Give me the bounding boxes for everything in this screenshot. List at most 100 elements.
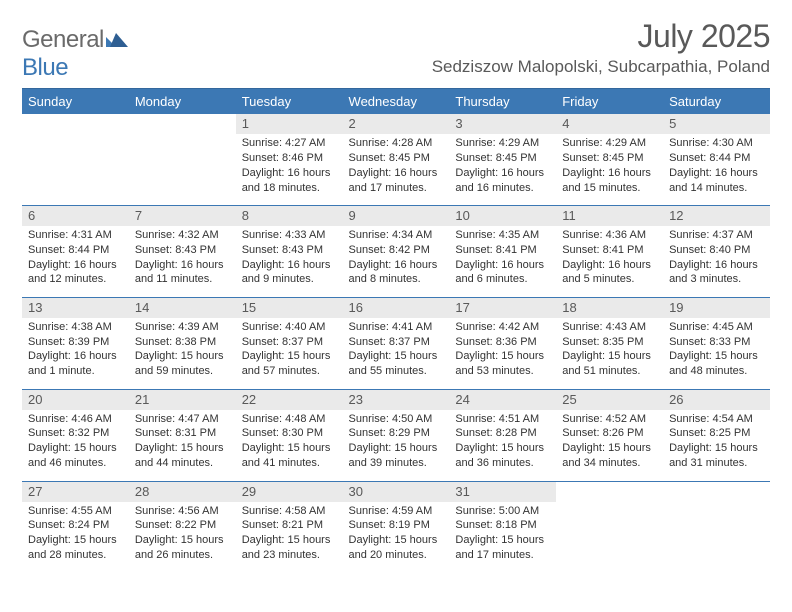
sunrise-line: Sunrise: 4:47 AM [135,412,230,427]
sunset-line: Sunset: 8:21 PM [242,518,337,533]
sunset-line: Sunset: 8:42 PM [349,243,444,258]
day-number-cell: 26 [663,390,770,410]
header: General Blue July 2025 Sedziszow Malopol… [22,18,770,82]
sunset-line: Sunset: 8:43 PM [242,243,337,258]
sunset-line: Sunset: 8:24 PM [28,518,123,533]
sunset-line: Sunset: 8:26 PM [562,426,657,441]
sunrise-line: Sunrise: 4:35 AM [455,228,550,243]
sunset-line: Sunset: 8:45 PM [349,151,444,166]
day-detail-cell: Sunrise: 4:54 AMSunset: 8:25 PMDaylight:… [663,410,770,482]
daylight-line: Daylight: 15 hours and 41 minutes. [242,441,337,471]
sunrise-line: Sunrise: 4:34 AM [349,228,444,243]
day-number-cell: 30 [343,482,450,502]
sunrise-line: Sunrise: 4:42 AM [455,320,550,335]
day-number-cell: 20 [22,390,129,410]
daylight-line: Daylight: 15 hours and 28 minutes. [28,533,123,563]
day-number-cell: 7 [129,206,236,226]
sunrise-line: Sunrise: 4:48 AM [242,412,337,427]
day-number-cell: 19 [663,298,770,318]
day-detail-cell [129,134,236,206]
day-number-cell: 29 [236,482,343,502]
day-detail-cell: Sunrise: 4:33 AMSunset: 8:43 PMDaylight:… [236,226,343,298]
logo-text: General Blue [22,26,128,82]
day-detail-cell: Sunrise: 4:50 AMSunset: 8:29 PMDaylight:… [343,410,450,482]
sunset-line: Sunset: 8:30 PM [242,426,337,441]
daylight-line: Daylight: 15 hours and 34 minutes. [562,441,657,471]
sunrise-line: Sunrise: 4:29 AM [455,136,550,151]
day-detail-cell: Sunrise: 4:37 AMSunset: 8:40 PMDaylight:… [663,226,770,298]
sunrise-line: Sunrise: 4:41 AM [349,320,444,335]
daylight-line: Daylight: 15 hours and 48 minutes. [669,349,764,379]
day-detail-cell: Sunrise: 4:36 AMSunset: 8:41 PMDaylight:… [556,226,663,298]
sunrise-line: Sunrise: 4:31 AM [28,228,123,243]
daynum-row: 12345 [22,114,770,134]
daylight-line: Daylight: 15 hours and 55 minutes. [349,349,444,379]
day-number-cell: 12 [663,206,770,226]
day-header: Monday [129,89,236,115]
day-number-cell: 15 [236,298,343,318]
daynum-row: 6789101112 [22,206,770,226]
sunset-line: Sunset: 8:18 PM [455,518,550,533]
day-number-cell: 11 [556,206,663,226]
day-detail-cell: Sunrise: 4:52 AMSunset: 8:26 PMDaylight:… [556,410,663,482]
detail-row: Sunrise: 4:27 AMSunset: 8:46 PMDaylight:… [22,134,770,206]
day-header: Wednesday [343,89,450,115]
day-number-cell: 2 [343,114,450,134]
sunset-line: Sunset: 8:43 PM [135,243,230,258]
daylight-line: Daylight: 16 hours and 5 minutes. [562,258,657,288]
daylight-line: Daylight: 15 hours and 46 minutes. [28,441,123,471]
day-detail-cell: Sunrise: 4:47 AMSunset: 8:31 PMDaylight:… [129,410,236,482]
day-detail-cell [22,134,129,206]
day-number-cell: 16 [343,298,450,318]
daylight-line: Daylight: 16 hours and 16 minutes. [455,166,550,196]
sunset-line: Sunset: 8:40 PM [669,243,764,258]
day-detail-cell: Sunrise: 4:56 AMSunset: 8:22 PMDaylight:… [129,502,236,573]
sunset-line: Sunset: 8:19 PM [349,518,444,533]
day-number-cell: 1 [236,114,343,134]
sunset-line: Sunset: 8:44 PM [669,151,764,166]
sunrise-line: Sunrise: 4:28 AM [349,136,444,151]
sunrise-line: Sunrise: 4:51 AM [455,412,550,427]
detail-row: Sunrise: 4:31 AMSunset: 8:44 PM Daylight:… [22,226,770,298]
sunset-line: Sunset: 8:38 PM [135,335,230,350]
day-number-cell: 28 [129,482,236,502]
day-detail-cell: Sunrise: 4:27 AMSunset: 8:46 PMDaylight:… [236,134,343,206]
day-header: Friday [556,89,663,115]
day-detail-cell: Sunrise: 4:39 AMSunset: 8:38 PMDaylight:… [129,318,236,390]
sunrise-line: Sunrise: 4:36 AM [562,228,657,243]
day-detail-cell: Sunrise: 4:48 AMSunset: 8:30 PMDaylight:… [236,410,343,482]
daylight-line: Daylight: 16 hours and 11 minutes. [135,258,230,288]
day-number-cell: 27 [22,482,129,502]
day-number-cell: 18 [556,298,663,318]
day-detail-cell: Sunrise: 4:35 AMSunset: 8:41 PMDaylight:… [449,226,556,298]
sunset-line: Sunset: 8:44 PM [28,243,123,258]
day-number-cell: 17 [449,298,556,318]
logo: General Blue [22,18,128,82]
day-detail-cell: Sunrise: 4:31 AMSunset: 8:44 PMDaylight:… [22,226,129,298]
daylight-line: Daylight: 15 hours and 57 minutes. [242,349,337,379]
month-title: July 2025 [432,18,770,55]
day-detail-cell: Sunrise: 4:40 AMSunset: 8:37 PMDaylight:… [236,318,343,390]
sunrise-line: Sunrise: 4:33 AM [242,228,337,243]
daylight-line: Daylight: 16 hours and 1 minute. [28,349,123,379]
daylight-line: Daylight: 16 hours and 18 minutes. [242,166,337,196]
daylight-line: Daylight: 15 hours and 59 minutes. [135,349,230,379]
day-number-cell: 8 [236,206,343,226]
sunrise-line: Sunrise: 4:56 AM [135,504,230,519]
daylight-line: Daylight: 15 hours and 31 minutes. [669,441,764,471]
day-detail-cell: Sunrise: 4:30 AMSunset: 8:44 PMDaylight:… [663,134,770,206]
daylight-line: Daylight: 15 hours and 20 minutes. [349,533,444,563]
day-detail-cell: Sunrise: 4:41 AMSunset: 8:37 PMDaylight:… [343,318,450,390]
sunset-line: Sunset: 8:39 PM [28,335,123,350]
sunset-line: Sunset: 8:36 PM [455,335,550,350]
logo-word2: Blue [22,54,68,81]
day-detail-cell: Sunrise: 4:45 AMSunset: 8:33 PMDaylight:… [663,318,770,390]
sunrise-line: Sunrise: 4:32 AM [135,228,230,243]
day-number-cell: 9 [343,206,450,226]
sunset-line: Sunset: 8:45 PM [455,151,550,166]
daylight-line: Daylight: 15 hours and 17 minutes. [455,533,550,563]
sunrise-line: Sunrise: 4:38 AM [28,320,123,335]
day-number-cell: 25 [556,390,663,410]
daylight-line: Daylight: 16 hours and 3 minutes. [669,258,764,288]
day-number-cell: 24 [449,390,556,410]
